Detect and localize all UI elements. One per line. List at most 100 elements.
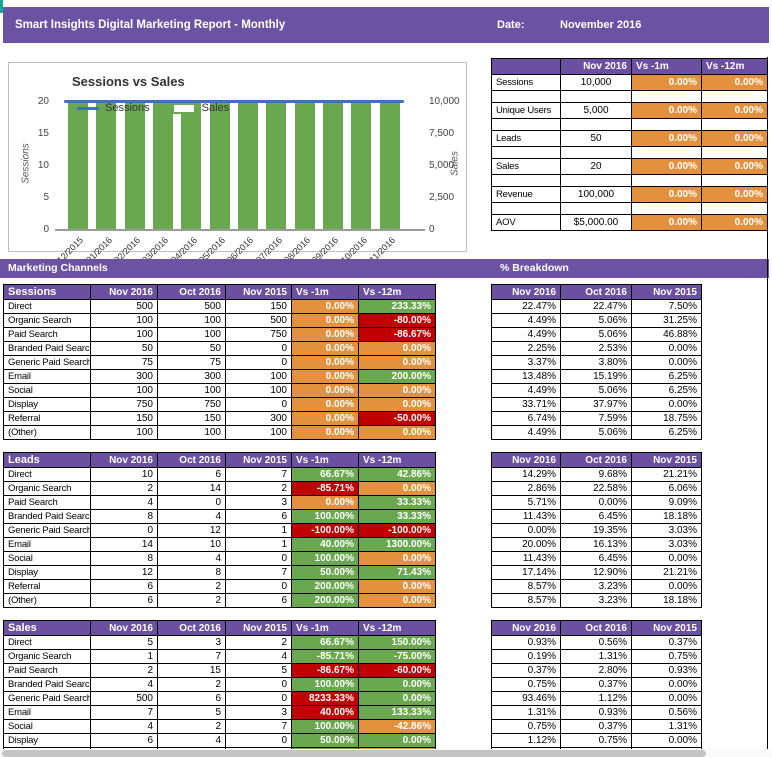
- percent-cell[interactable]: 16.13%: [560, 537, 632, 552]
- value-cell[interactable]: 0: [90, 523, 158, 538]
- percent-cell[interactable]: 5.06%: [560, 327, 632, 342]
- vs12m-cell[interactable]: -80.00%: [358, 313, 436, 328]
- kpi-label-cell[interactable]: Leads: [491, 130, 561, 147]
- percent-cell[interactable]: 6.25%: [631, 425, 702, 440]
- value-cell[interactable]: 15: [157, 663, 226, 678]
- kpi-value-cell[interactable]: 50: [560, 130, 632, 147]
- vs12m-cell[interactable]: 33.33%: [358, 509, 436, 524]
- column-header[interactable]: Oct 2016: [560, 452, 632, 468]
- percent-cell[interactable]: 0.19%: [491, 649, 561, 664]
- percent-cell[interactable]: 21.21%: [631, 565, 702, 580]
- empty-cell[interactable]: [701, 90, 768, 103]
- vs12m-cell[interactable]: 33.33%: [358, 495, 436, 510]
- percent-cell[interactable]: 8.57%: [491, 593, 561, 608]
- percent-cell[interactable]: 33.71%: [491, 397, 561, 412]
- column-header[interactable]: Vs -1m: [631, 58, 702, 75]
- kpi-vs1m-cell[interactable]: 0.00%: [631, 102, 702, 119]
- vs1m-cell[interactable]: 0.00%: [291, 495, 359, 510]
- value-cell[interactable]: 500: [90, 299, 158, 314]
- value-cell[interactable]: 0: [225, 355, 292, 370]
- empty-cell[interactable]: [701, 202, 768, 215]
- empty-cell[interactable]: [491, 146, 561, 159]
- channel-label-cell[interactable]: Social: [3, 719, 91, 734]
- value-cell[interactable]: 100: [157, 383, 226, 398]
- kpi-value-cell[interactable]: 5,000: [560, 102, 632, 119]
- channel-label-cell[interactable]: Direct: [3, 635, 91, 650]
- value-cell[interactable]: 6: [157, 467, 226, 482]
- empty-cell[interactable]: [491, 174, 561, 187]
- column-header[interactable]: Vs -12m: [358, 620, 436, 636]
- value-cell[interactable]: 8: [90, 509, 158, 524]
- kpi-vs1m-cell[interactable]: 0.00%: [631, 158, 702, 175]
- column-header[interactable]: Vs -1m: [291, 284, 359, 300]
- empty-cell[interactable]: [560, 118, 632, 131]
- percent-cell[interactable]: 11.43%: [491, 551, 561, 566]
- value-cell[interactable]: 150: [90, 411, 158, 426]
- channel-label-cell[interactable]: Branded Paid Search: [3, 677, 91, 692]
- vs1m-cell[interactable]: 100.00%: [291, 719, 359, 734]
- percent-cell[interactable]: 0.37%: [631, 635, 702, 650]
- kpi-vs1m-cell[interactable]: 0.00%: [631, 186, 702, 203]
- percent-cell[interactable]: 22.58%: [560, 481, 632, 496]
- value-cell[interactable]: 6: [157, 691, 226, 706]
- section-title-cell[interactable]: Leads: [3, 452, 91, 468]
- kpi-vs12m-cell[interactable]: 0.00%: [701, 74, 768, 91]
- value-cell[interactable]: 8: [90, 551, 158, 566]
- percent-cell[interactable]: 1.31%: [631, 719, 702, 734]
- empty-cell[interactable]: [560, 202, 632, 215]
- sessions-vs-sales-chart[interactable]: Sessions vs Sales Sessions Sales Session…: [8, 62, 467, 274]
- value-cell[interactable]: 7: [225, 467, 292, 482]
- channel-label-cell[interactable]: Organic Search: [3, 481, 91, 496]
- percent-cell[interactable]: 4.49%: [491, 425, 561, 440]
- column-header[interactable]: Nov 2016: [491, 620, 561, 636]
- value-cell[interactable]: 7: [90, 705, 158, 720]
- value-cell[interactable]: 3: [225, 705, 292, 720]
- value-cell[interactable]: 7: [225, 565, 292, 580]
- column-header[interactable]: Vs -12m: [701, 58, 768, 75]
- value-cell[interactable]: 10: [157, 537, 226, 552]
- percent-cell[interactable]: 0.75%: [631, 649, 702, 664]
- channel-label-cell[interactable]: Display: [3, 397, 91, 412]
- vs1m-cell[interactable]: 0.00%: [291, 355, 359, 370]
- percent-cell[interactable]: 5.06%: [560, 313, 632, 328]
- value-cell[interactable]: 300: [225, 411, 292, 426]
- vs12m-cell[interactable]: 0.00%: [358, 733, 436, 748]
- channel-label-cell[interactable]: Social: [3, 383, 91, 398]
- vs12m-cell[interactable]: 0.00%: [358, 677, 436, 692]
- percent-cell[interactable]: 7.50%: [631, 299, 702, 314]
- value-cell[interactable]: 500: [225, 313, 292, 328]
- percent-cell[interactable]: 0.00%: [631, 551, 702, 566]
- empty-cell[interactable]: [491, 90, 561, 103]
- value-cell[interactable]: 3: [157, 635, 226, 650]
- channel-label-cell[interactable]: Branded Paid Search: [3, 509, 91, 524]
- percent-cell[interactable]: 1.12%: [491, 733, 561, 748]
- value-cell[interactable]: 0: [225, 733, 292, 748]
- empty-cell[interactable]: [491, 118, 561, 131]
- percent-cell[interactable]: 7.59%: [560, 411, 632, 426]
- percent-cell[interactable]: 2.80%: [560, 663, 632, 678]
- column-header[interactable]: Oct 2016: [560, 620, 632, 636]
- vs12m-cell[interactable]: -100.00%: [358, 523, 436, 538]
- kpi-vs12m-cell[interactable]: 0.00%: [701, 102, 768, 119]
- percent-cell[interactable]: 0.00%: [631, 355, 702, 370]
- percent-cell[interactable]: 93.46%: [491, 691, 561, 706]
- kpi-value-cell[interactable]: 20: [560, 158, 632, 175]
- kpi-label-cell[interactable]: Revenue: [491, 186, 561, 203]
- channel-label-cell[interactable]: (Other): [3, 425, 91, 440]
- channel-label-cell[interactable]: Social: [3, 551, 91, 566]
- kpi-value-cell[interactable]: $5,000.00: [560, 214, 632, 231]
- vs12m-cell[interactable]: 133.33%: [358, 705, 436, 720]
- value-cell[interactable]: 5: [157, 705, 226, 720]
- vs12m-cell[interactable]: -60.00%: [358, 663, 436, 678]
- percent-cell[interactable]: 0.00%: [631, 677, 702, 692]
- kpi-vs12m-cell[interactable]: 0.00%: [701, 158, 768, 175]
- percent-cell[interactable]: 0.56%: [560, 635, 632, 650]
- percent-cell[interactable]: 5.06%: [560, 383, 632, 398]
- value-cell[interactable]: 2: [225, 481, 292, 496]
- value-cell[interactable]: 100: [90, 327, 158, 342]
- vs1m-cell[interactable]: 50.00%: [291, 733, 359, 748]
- value-cell[interactable]: 6: [225, 509, 292, 524]
- channel-label-cell[interactable]: Generic Paid Search: [3, 691, 91, 706]
- vs12m-cell[interactable]: 0.00%: [358, 397, 436, 412]
- kpi-vs12m-cell[interactable]: 0.00%: [701, 186, 768, 203]
